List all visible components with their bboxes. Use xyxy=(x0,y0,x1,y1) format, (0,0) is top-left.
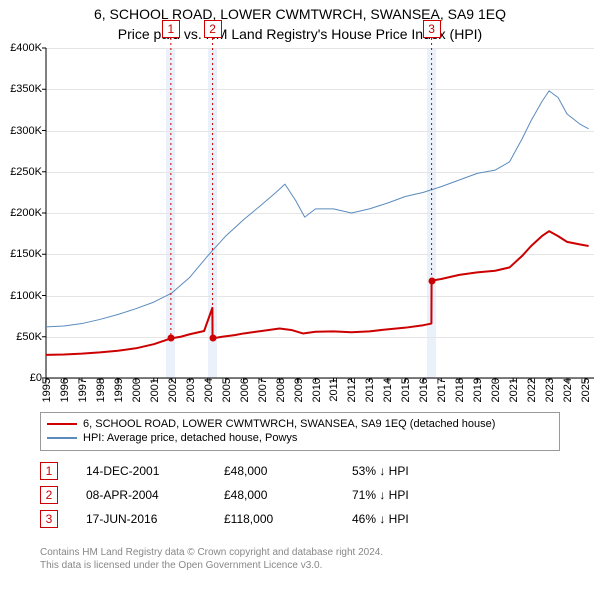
x-tick-label: 2006 xyxy=(237,378,251,402)
sale-event-delta: 53% ↓ HPI xyxy=(352,464,409,478)
x-tick-label: 2005 xyxy=(219,378,233,402)
x-tick-label: 2014 xyxy=(380,378,394,402)
legend-swatch xyxy=(47,437,77,439)
legend-label: HPI: Average price, detached house, Powy… xyxy=(83,431,297,445)
sale-event-row: 3 17-JUN-2016 £118,000 46% ↓ HPI xyxy=(40,510,409,528)
x-tick-label: 2001 xyxy=(147,378,161,402)
x-tick-label: 2013 xyxy=(362,378,376,402)
x-tick-label: 2011 xyxy=(326,378,340,402)
plot-svg xyxy=(46,48,594,378)
x-tick-label: 1995 xyxy=(39,378,53,402)
x-tick-label: 2007 xyxy=(255,378,269,402)
sale-marker-dot xyxy=(428,277,435,284)
x-tick-label: 2025 xyxy=(578,378,592,402)
footer-line2: This data is licensed under the Open Gov… xyxy=(40,559,383,572)
footer-line1: Contains HM Land Registry data © Crown c… xyxy=(40,546,383,559)
sale-marker-box: 3 xyxy=(423,20,441,38)
sale-marker-dot xyxy=(209,335,216,342)
plot-area: £0£50K£100K£150K£200K£250K£300K£350K£400… xyxy=(46,48,594,378)
x-tick-label: 2012 xyxy=(344,378,358,402)
x-tick-label: 2000 xyxy=(129,378,143,402)
series-property xyxy=(46,231,589,355)
legend-item: 6, SCHOOL ROAD, LOWER CWMTWRCH, SWANSEA,… xyxy=(47,417,553,431)
x-tick-label: 2009 xyxy=(291,378,305,402)
legend-swatch xyxy=(47,423,77,425)
sale-event-row: 1 14-DEC-2001 £48,000 53% ↓ HPI xyxy=(40,462,409,480)
y-tick-label: £400K xyxy=(10,42,46,54)
x-tick-label: 1997 xyxy=(75,378,89,402)
x-tick-label: 2021 xyxy=(506,378,520,402)
sale-marker-box: 2 xyxy=(204,20,222,38)
sale-event-number: 1 xyxy=(40,462,58,480)
x-tick-label: 2020 xyxy=(488,378,502,402)
x-tick-label: 2015 xyxy=(398,378,412,402)
x-tick-label: 2002 xyxy=(165,378,179,402)
x-tick-label: 2024 xyxy=(560,378,574,402)
x-tick-label: 2023 xyxy=(542,378,556,402)
sale-events-table: 1 14-DEC-2001 £48,000 53% ↓ HPI 2 08-APR-2004… xyxy=(40,462,409,534)
y-tick-label: £250K xyxy=(10,166,46,178)
x-tick-label: 1998 xyxy=(93,378,107,402)
sale-event-date: 17-JUN-2016 xyxy=(86,512,196,526)
x-tick-label: 2016 xyxy=(416,378,430,402)
x-tick-label: 2003 xyxy=(183,378,197,402)
y-tick-label: £300K xyxy=(10,125,46,137)
sale-event-delta: 71% ↓ HPI xyxy=(352,488,409,502)
x-tick-label: 2008 xyxy=(273,378,287,402)
sale-event-row: 2 08-APR-2004 £48,000 71% ↓ HPI xyxy=(40,486,409,504)
legend-item: HPI: Average price, detached house, Powy… xyxy=(47,431,553,445)
sale-event-price: £48,000 xyxy=(224,464,324,478)
sale-event-date: 08-APR-2004 xyxy=(86,488,196,502)
chart-container: 6, SCHOOL ROAD, LOWER CWMTWRCH, SWANSEA,… xyxy=(0,0,600,590)
x-tick-label: 2017 xyxy=(434,378,448,402)
chart-title-line1: 6, SCHOOL ROAD, LOWER CWMTWRCH, SWANSEA,… xyxy=(0,6,600,22)
sale-marker-dot xyxy=(167,335,174,342)
y-tick-label: £50K xyxy=(16,331,46,343)
attribution-footer: Contains HM Land Registry data © Crown c… xyxy=(40,546,383,572)
x-tick-label: 2019 xyxy=(470,378,484,402)
sale-event-price: £48,000 xyxy=(224,488,324,502)
y-tick-label: £200K xyxy=(10,207,46,219)
x-tick-label: 2004 xyxy=(201,378,215,402)
sale-event-date: 14-DEC-2001 xyxy=(86,464,196,478)
x-tick-label: 2022 xyxy=(524,378,538,402)
series-hpi xyxy=(46,91,589,327)
x-tick-label: 2018 xyxy=(452,378,466,402)
x-tick-label: 1999 xyxy=(111,378,125,402)
sale-event-number: 3 xyxy=(40,510,58,528)
y-tick-label: £100K xyxy=(10,290,46,302)
legend: 6, SCHOOL ROAD, LOWER CWMTWRCH, SWANSEA,… xyxy=(40,412,560,451)
y-tick-label: £150K xyxy=(10,248,46,260)
legend-label: 6, SCHOOL ROAD, LOWER CWMTWRCH, SWANSEA,… xyxy=(83,417,495,431)
x-tick-label: 1996 xyxy=(57,378,71,402)
chart-title-line2: Price paid vs. HM Land Registry's House … xyxy=(0,26,600,42)
sale-event-number: 2 xyxy=(40,486,58,504)
y-tick-label: £350K xyxy=(10,83,46,95)
sale-marker-box: 1 xyxy=(162,20,180,38)
sale-event-price: £118,000 xyxy=(224,512,324,526)
sale-event-delta: 46% ↓ HPI xyxy=(352,512,409,526)
x-tick-label: 2010 xyxy=(309,378,323,402)
